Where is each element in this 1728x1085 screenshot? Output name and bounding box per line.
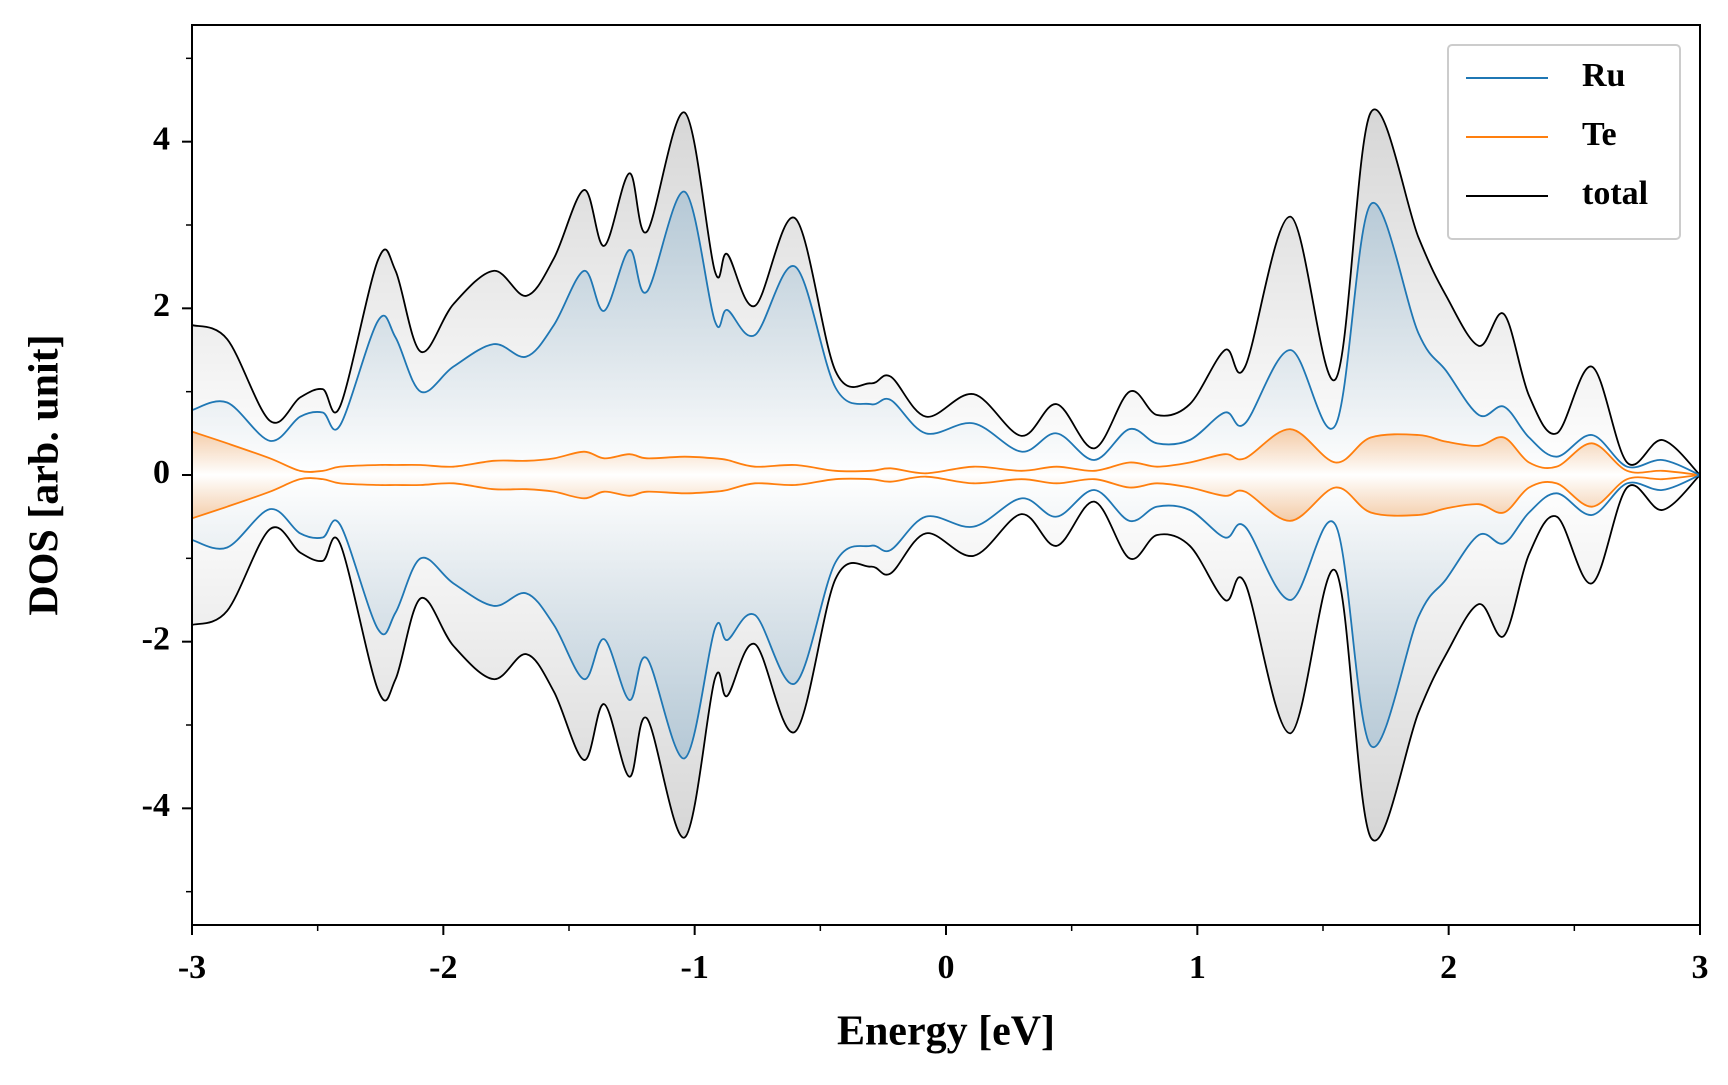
legend-label: total (1582, 175, 1648, 212)
series-line (191, 428, 1701, 476)
y-axis-label: DOS [arb. unit] (22, 334, 68, 615)
series-line (191, 474, 1701, 760)
y-tick-label: 2 (153, 287, 170, 324)
y-tick-label: -4 (142, 787, 170, 824)
x-tick-label: -3 (178, 949, 206, 986)
area-fill (192, 191, 1700, 475)
x-tick-label: -2 (429, 949, 457, 986)
x-tick-label: 3 (1692, 949, 1709, 986)
area-fill (192, 475, 1700, 759)
y-tick-label: 0 (153, 454, 170, 491)
y-tick-label: -2 (142, 620, 170, 657)
x-axis-label: Energy [eV] (837, 1009, 1055, 1055)
x-tick-label: 1 (1189, 949, 1206, 986)
series-line (191, 474, 1701, 522)
x-tick-label: 0 (938, 949, 955, 986)
series-line (191, 474, 1701, 842)
legend-label: Te (1582, 116, 1617, 153)
x-tick-label: -1 (681, 949, 709, 986)
series-line (191, 108, 1701, 476)
x-tick-label: 2 (1440, 949, 1457, 986)
series-line (191, 190, 1701, 476)
y-tick-label: 4 (153, 120, 170, 157)
legend-box (1447, 44, 1681, 240)
legend-label: Ru (1582, 57, 1625, 94)
